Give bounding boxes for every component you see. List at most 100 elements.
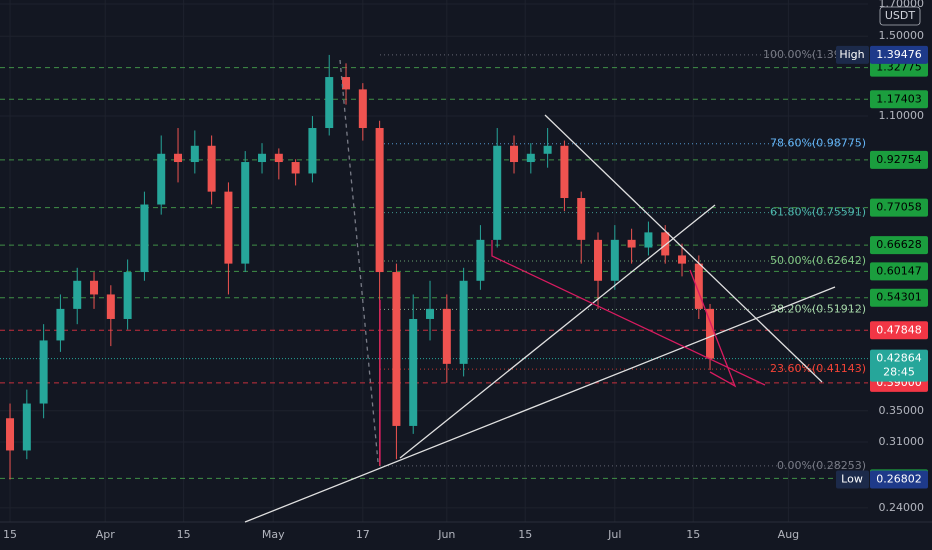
candle-body bbox=[6, 418, 15, 451]
candle-body bbox=[459, 280, 468, 364]
candles bbox=[6, 54, 715, 480]
candle-body bbox=[510, 145, 519, 163]
level-label: 1.17403 bbox=[876, 92, 922, 105]
fib-label: 23.60%(0.41143) bbox=[770, 362, 866, 375]
price-labels: 1.327751.174030.927540.770580.666280.601… bbox=[836, 45, 928, 489]
y-tick-label: 1.50000 bbox=[879, 29, 925, 42]
currency-box bbox=[879, 6, 921, 26]
candle-body bbox=[409, 318, 418, 426]
candle-body bbox=[594, 239, 603, 281]
level-box bbox=[870, 236, 928, 255]
levels: 100.00%(1.39476)78.60%(0.98775)61.80%(0.… bbox=[0, 48, 868, 479]
y-tick-label: 1.70000 bbox=[879, 0, 925, 10]
x-tick-label: Jul bbox=[607, 528, 621, 541]
candle-body bbox=[190, 145, 199, 163]
candle-body bbox=[610, 239, 619, 281]
level-label: 0.54301 bbox=[876, 291, 922, 304]
level-box bbox=[870, 150, 928, 169]
level-box bbox=[870, 288, 928, 307]
x-tick-label: 15 bbox=[3, 528, 17, 541]
fib-label: 38.20%(0.51912) bbox=[770, 302, 866, 315]
level-box bbox=[870, 198, 928, 217]
y-tick-label: 0.31000 bbox=[879, 435, 925, 448]
candle-body bbox=[39, 340, 48, 404]
candle-body bbox=[174, 153, 183, 163]
candle-body bbox=[526, 153, 535, 163]
trend-line bbox=[544, 114, 823, 383]
trend-line bbox=[244, 286, 836, 523]
candle-body bbox=[308, 128, 317, 174]
countdown: 28:45 bbox=[883, 366, 915, 379]
candle-body bbox=[123, 272, 132, 319]
current-box bbox=[870, 349, 928, 382]
level-box bbox=[870, 262, 928, 281]
level-label: 0.66628 bbox=[876, 238, 922, 251]
fib-label: 78.60%(0.98775) bbox=[770, 137, 866, 150]
candle-body bbox=[706, 308, 715, 359]
candle-body bbox=[644, 232, 653, 248]
candle-body bbox=[140, 204, 149, 273]
marker-value-box bbox=[870, 470, 928, 489]
candle-body bbox=[627, 239, 636, 248]
candle-body bbox=[274, 153, 283, 163]
candle-body bbox=[476, 239, 485, 281]
candle-body bbox=[426, 308, 435, 319]
marker-value: 0.26802 bbox=[876, 472, 922, 485]
candle-body bbox=[392, 272, 401, 426]
candle-body bbox=[241, 162, 250, 264]
marker-name-box bbox=[836, 45, 869, 64]
candle-body bbox=[661, 232, 670, 256]
fib-label: 50.00%(0.62642) bbox=[770, 254, 866, 267]
y-tick-label: 0.35000 bbox=[879, 404, 925, 417]
candle-body bbox=[56, 308, 65, 341]
candle-body bbox=[22, 403, 31, 451]
level-label: 0.77058 bbox=[876, 201, 922, 214]
level-label: 0.60147 bbox=[876, 264, 922, 277]
marker-name: Low bbox=[841, 472, 863, 485]
level-label: 0.47848 bbox=[876, 323, 922, 336]
candle-body bbox=[342, 77, 351, 90]
candle-body bbox=[224, 191, 233, 264]
candle-body bbox=[90, 280, 99, 295]
y-tick-label: 1.10000 bbox=[879, 109, 925, 122]
fib-label: 61.80%(0.75591) bbox=[770, 206, 866, 219]
candle-body bbox=[694, 263, 703, 309]
marker-name: High bbox=[839, 48, 864, 61]
x-tick-label: Jun bbox=[437, 528, 455, 541]
candle-body bbox=[106, 294, 115, 319]
candle-body bbox=[291, 162, 300, 174]
fib-anchor bbox=[339, 59, 379, 463]
candle-body bbox=[493, 145, 502, 240]
candle-body bbox=[325, 77, 334, 129]
current-label: 0.42864 bbox=[876, 352, 922, 365]
candle-body bbox=[73, 280, 82, 309]
trend-line bbox=[491, 240, 766, 386]
candle-body bbox=[560, 145, 569, 199]
candle-body bbox=[543, 145, 552, 154]
y-tick-label: 0.24000 bbox=[879, 501, 925, 514]
drawings bbox=[244, 59, 836, 523]
x-tick-label: Aug bbox=[778, 528, 799, 541]
candle-body bbox=[157, 153, 166, 205]
trend-line bbox=[399, 204, 716, 459]
marker-value: 1.39476 bbox=[876, 48, 922, 61]
candle-body bbox=[358, 89, 367, 129]
x-tick-label: May bbox=[262, 528, 285, 541]
marker-name-box bbox=[836, 470, 869, 489]
marker-value-box bbox=[870, 45, 928, 64]
trend-line bbox=[689, 269, 737, 388]
level-box bbox=[870, 321, 928, 340]
candle-body bbox=[442, 308, 451, 364]
x-tick-label: Apr bbox=[96, 528, 116, 541]
currency: USDT bbox=[885, 9, 916, 22]
candle-body bbox=[375, 128, 384, 273]
x-tick-label: 15 bbox=[177, 528, 191, 541]
level-label: 0.92754 bbox=[876, 153, 922, 166]
x-tick-label: 15 bbox=[518, 528, 532, 541]
candle-body bbox=[258, 153, 267, 163]
candle-body bbox=[678, 255, 687, 264]
level-box bbox=[870, 90, 928, 109]
x-tick-label: 15 bbox=[686, 528, 700, 541]
